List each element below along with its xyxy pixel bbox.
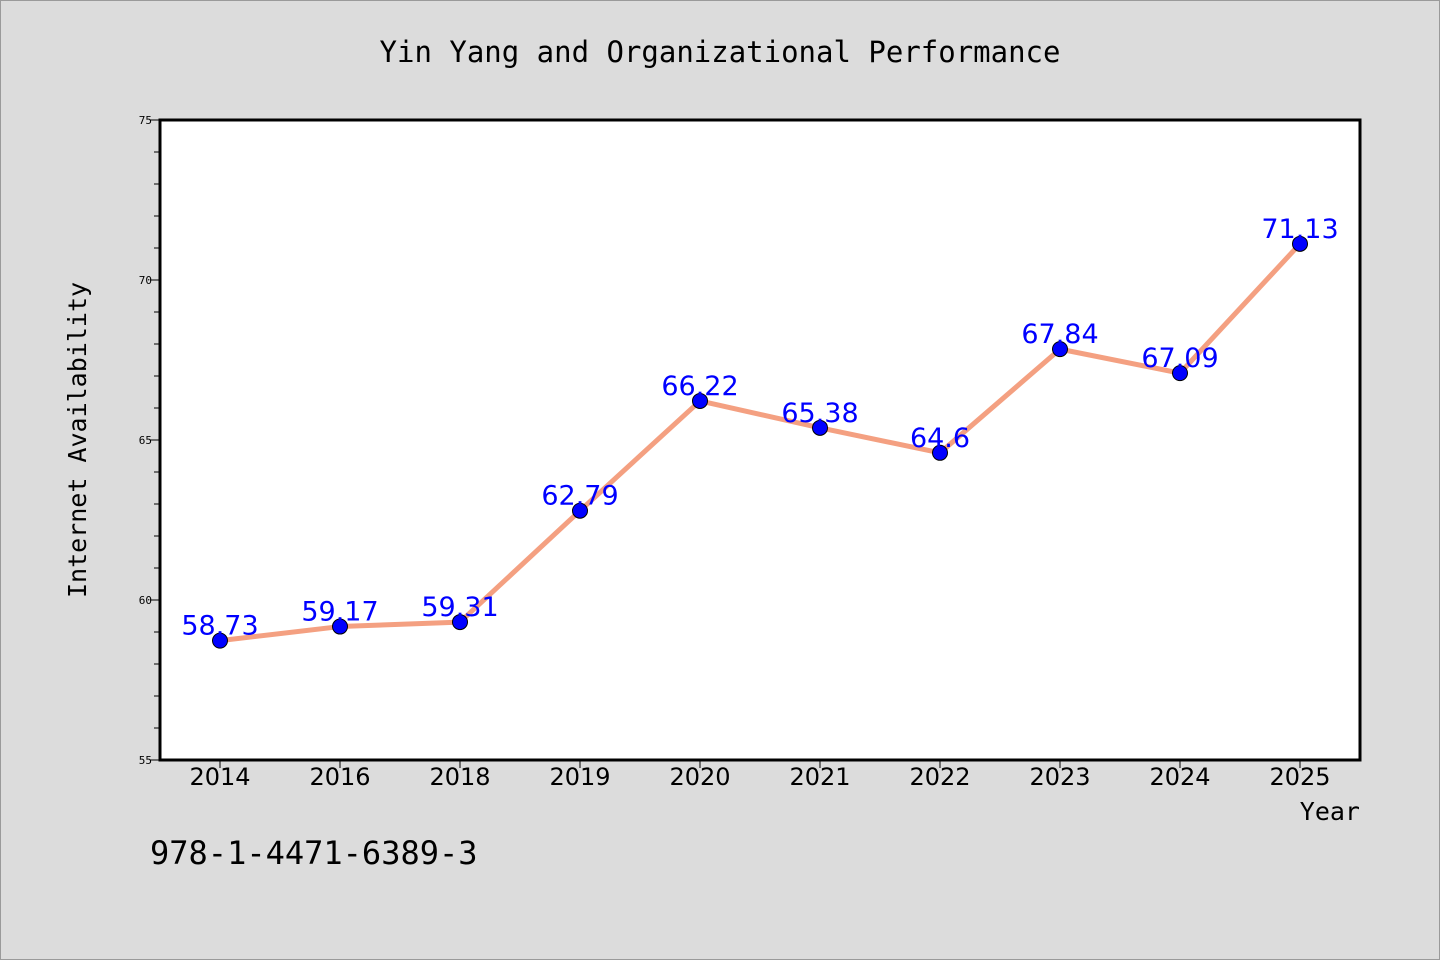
data-point	[572, 502, 588, 519]
data-point	[932, 444, 948, 461]
x-tick-label: 2025	[1269, 763, 1330, 791]
chart-title: Yin Yang and Organizational Performance	[380, 35, 1061, 69]
series-line-group	[217, 241, 1303, 644]
data-point	[692, 392, 708, 409]
x-tick-label: 2020	[669, 763, 730, 791]
data-label: 59.31	[421, 592, 498, 623]
y-tick-label: 65	[139, 434, 152, 447]
data-point	[1052, 341, 1068, 358]
isbn-text: 978-1-4471-6389-3	[150, 834, 478, 872]
x-tick-label: 2021	[789, 763, 850, 791]
x-tick-label: 2014	[189, 763, 250, 791]
data-label: 59.17	[301, 597, 378, 628]
x-tick-label: 2022	[909, 763, 970, 791]
data-label: 71.13	[1261, 214, 1338, 245]
data-point	[1292, 235, 1308, 252]
x-tick-label: 2018	[429, 763, 490, 791]
data-point	[1172, 365, 1188, 382]
data-labels-group: 58.73 59.17 59.31 62.79 66.22 65.38 64.6 67.84 6…	[181, 214, 1338, 642]
x-tick-label: 2019	[549, 763, 610, 791]
x-axis-label: Year	[1300, 797, 1360, 826]
y-tick-label: 60	[139, 594, 152, 607]
data-point	[812, 419, 828, 436]
data-label: 67.09	[1141, 343, 1218, 374]
y-tick-label: 70	[139, 274, 152, 287]
x-tick-label: 2023	[1029, 763, 1090, 791]
markers-group	[212, 235, 1308, 649]
x-axis: 2014 2016 2018 2019 2020 2021 2022 2023 2024 2025	[189, 760, 1331, 791]
x-tick-label: 2024	[1149, 763, 1210, 791]
x-tick-label: 2016	[309, 763, 370, 791]
data-label: 58.73	[181, 611, 258, 642]
data-point	[452, 614, 468, 631]
series-line	[217, 241, 1303, 644]
y-axis-label: Internet Availability	[63, 282, 92, 598]
data-label: 62.79	[541, 481, 618, 512]
plot-area	[158, 118, 1362, 762]
data-point	[332, 618, 348, 635]
data-label: 65.38	[781, 398, 858, 429]
data-label: 67.84	[1021, 319, 1098, 350]
y-tick-label: 55	[139, 754, 152, 767]
y-axis: 55 60 65 70 75	[139, 114, 160, 767]
data-label: 66.22	[661, 371, 738, 402]
y-tick-label: 75	[139, 114, 152, 127]
data-point	[212, 632, 228, 649]
data-label: 64.6	[910, 423, 970, 454]
